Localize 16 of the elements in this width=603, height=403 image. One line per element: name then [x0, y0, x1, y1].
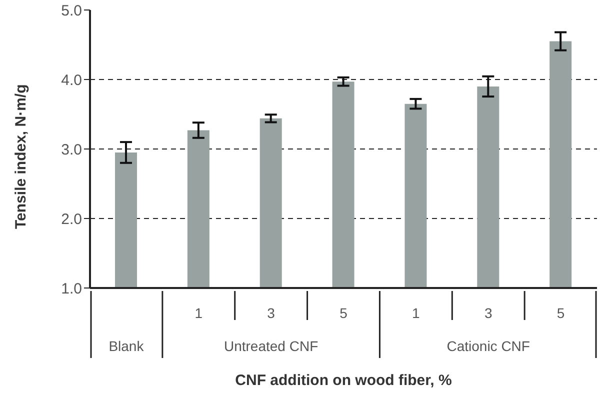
x-tick-label: 5 — [340, 305, 348, 321]
x-tick-label: 1 — [194, 305, 203, 321]
y-tick-label: 3.0 — [61, 141, 82, 158]
y-axis-title: Tensile index, N·m/g — [12, 84, 30, 229]
y-tick-label: 5.0 — [61, 2, 82, 20]
x-axis-title: CNF addition on wood fiber, % — [235, 372, 452, 389]
y-tick-label: 2.0 — [61, 210, 82, 228]
x-tick-label: 1 — [412, 305, 420, 321]
text: Cationic CNF — [446, 338, 530, 354]
x-tick-label: 3 — [267, 305, 276, 321]
x-tick-label: 5 — [556, 305, 565, 321]
y-tick-label: 4.0 — [61, 72, 82, 89]
y-tick-label: 1.0 — [61, 280, 82, 298]
text: Blank — [108, 338, 145, 354]
text: Untreated CNF — [224, 338, 318, 354]
x-tick-label: 3 — [484, 305, 492, 321]
